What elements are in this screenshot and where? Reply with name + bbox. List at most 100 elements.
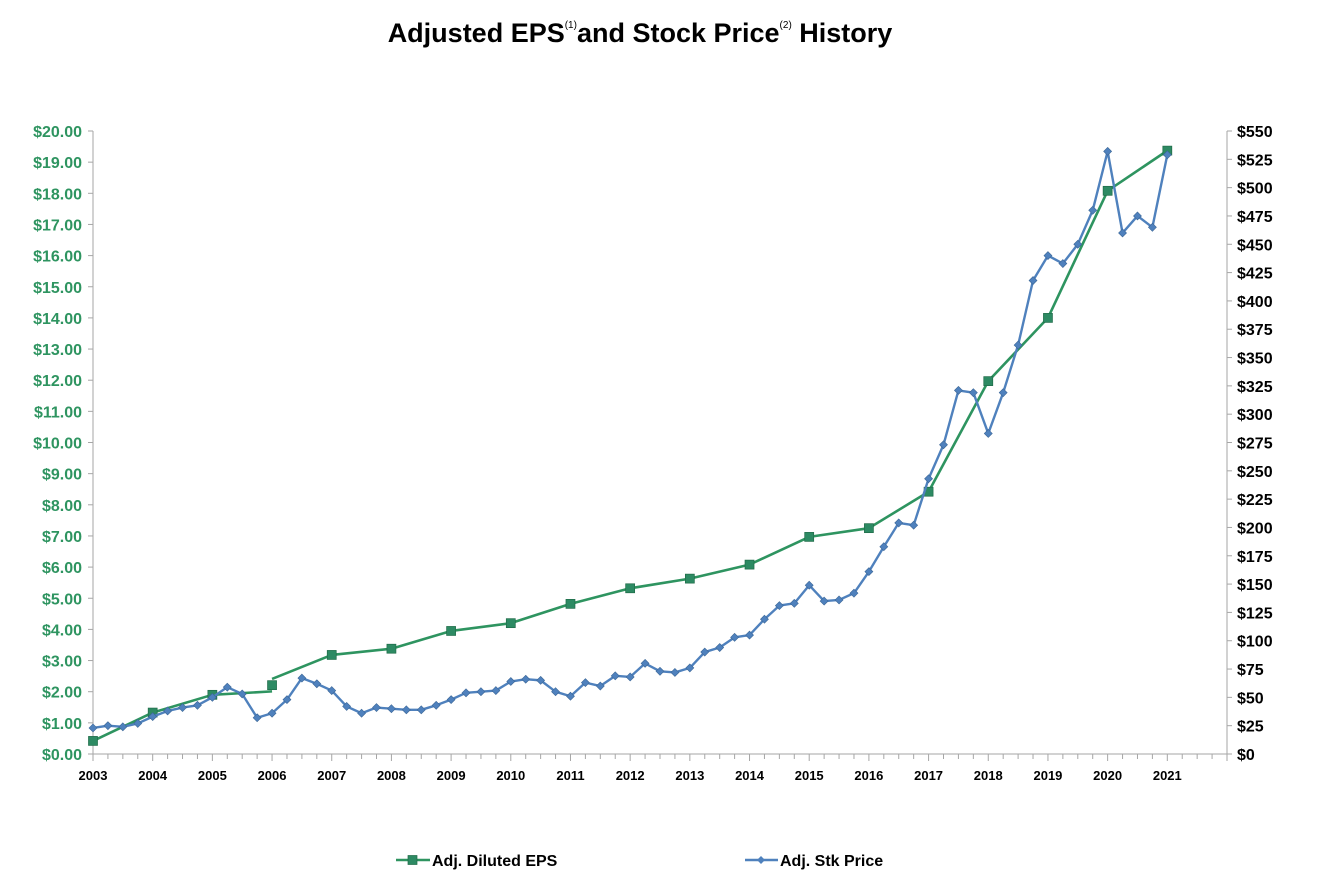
price-point <box>1103 146 1113 156</box>
eps-point <box>1043 313 1053 323</box>
price-point <box>491 686 501 695</box>
title-footnote-1: (1) <box>564 20 577 31</box>
price-point <box>1058 259 1068 268</box>
price-point <box>1133 211 1142 221</box>
left-axis-tick-label: $17.00 <box>33 217 82 234</box>
left-axis-tick-label: $11.00 <box>34 404 82 421</box>
left-axis-tick-label: $12.00 <box>33 373 82 390</box>
eps-point <box>267 680 277 691</box>
price-point <box>670 668 680 677</box>
price-point <box>730 632 740 642</box>
price-point <box>103 721 113 731</box>
price-point <box>342 702 352 711</box>
x-axis-tick-label: 2018 <box>974 768 1003 783</box>
price-point <box>1013 340 1023 350</box>
right-axis-tick-label: $500 <box>1237 181 1273 198</box>
left-axis-tick-label: $16.00 <box>33 249 82 266</box>
eps-point <box>744 559 755 570</box>
price-point <box>536 675 546 685</box>
title-part-2: and Stock Price <box>576 18 780 48</box>
price-point <box>401 705 411 715</box>
right-axis-tick-label: $350 <box>1237 351 1273 368</box>
price-point <box>148 712 158 722</box>
price-point <box>476 687 486 697</box>
right-axis-tick-label: $75 <box>1237 662 1264 679</box>
price-point <box>133 718 143 728</box>
price-point <box>118 722 128 732</box>
x-axis-tick-label: 2017 <box>914 768 943 783</box>
price-point <box>193 700 202 710</box>
price-point <box>834 595 844 605</box>
eps-point <box>684 573 695 584</box>
price-point <box>1028 276 1038 285</box>
right-axis-tick-label: $525 <box>1237 152 1273 169</box>
price-point <box>804 580 814 590</box>
eps-point <box>864 523 874 534</box>
eps-line-segment <box>271 149 1169 681</box>
right-axis-tick-label: $150 <box>1237 577 1273 594</box>
x-axis-tick-label: 2010 <box>496 768 525 783</box>
price-point <box>566 691 575 701</box>
right-axis-tick-label: $550 <box>1237 124 1273 141</box>
price-point <box>580 678 590 688</box>
price-point <box>610 671 620 681</box>
price-point <box>312 679 322 689</box>
left-axis-tick-label: $4.00 <box>42 622 82 639</box>
price-line <box>92 150 1169 730</box>
x-axis-tick-label: 2007 <box>317 768 346 783</box>
price-point <box>864 567 874 577</box>
price-point <box>774 601 784 611</box>
left-axis-tick-label: $1.00 <box>42 716 82 733</box>
price-point <box>655 666 665 676</box>
eps-point <box>565 599 576 609</box>
price-point <box>282 695 292 705</box>
price-point <box>968 388 978 398</box>
legend-eps-marker <box>407 855 418 865</box>
left-axis-tick-label: $5.00 <box>42 591 82 608</box>
right-axis-tick-label: $450 <box>1237 237 1273 254</box>
x-axis-tick-label: 2004 <box>138 768 168 783</box>
right-axis-tick-label: $275 <box>1237 436 1273 453</box>
right-axis-tick-label: $475 <box>1237 209 1273 226</box>
price-point <box>745 630 754 640</box>
price-point <box>998 388 1008 398</box>
price-point <box>595 681 605 691</box>
title-part-3: History <box>791 18 893 48</box>
price-point <box>1147 222 1157 232</box>
price-point <box>237 689 247 699</box>
right-axis-tick-label: $200 <box>1237 520 1273 537</box>
x-axis-tick-label: 2021 <box>1153 768 1182 783</box>
price-point <box>327 686 337 695</box>
x-axis-tick-label: 2003 <box>79 768 108 783</box>
price-point <box>521 674 531 684</box>
right-axis-tick-label: $325 <box>1237 379 1273 396</box>
price-point <box>386 704 396 714</box>
x-axis-tick-label: 2008 <box>377 768 406 783</box>
right-axis-tick-label: $125 <box>1237 605 1273 622</box>
price-point <box>1073 239 1083 249</box>
price-point <box>357 708 367 718</box>
eps-point <box>446 626 456 636</box>
left-axis-tick-label: $6.00 <box>42 560 82 577</box>
x-axis-tick-label: 2005 <box>198 768 227 783</box>
price-point <box>685 663 695 673</box>
right-axis-tick-label: $50 <box>1237 690 1264 707</box>
left-axis-tick-label: $0.00 <box>42 747 82 764</box>
price-point <box>983 429 993 438</box>
right-axis-tick-label: $250 <box>1237 464 1273 481</box>
left-axis-tick-label: $7.00 <box>42 529 82 546</box>
left-axis-tick-label: $20.00 <box>33 124 82 141</box>
price-point <box>894 518 904 528</box>
price-point <box>939 440 948 450</box>
right-axis-tick-label: $175 <box>1237 549 1273 566</box>
price-point <box>1118 228 1127 238</box>
price-point <box>431 700 441 710</box>
left-axis-tick-label: $10.00 <box>33 436 82 453</box>
eps-point <box>804 532 815 542</box>
price-point <box>953 385 963 395</box>
price-point <box>416 705 426 715</box>
right-axis-tick-label: $300 <box>1237 407 1273 424</box>
price-point <box>1088 205 1098 215</box>
x-axis-tick-label: 2006 <box>258 768 287 783</box>
